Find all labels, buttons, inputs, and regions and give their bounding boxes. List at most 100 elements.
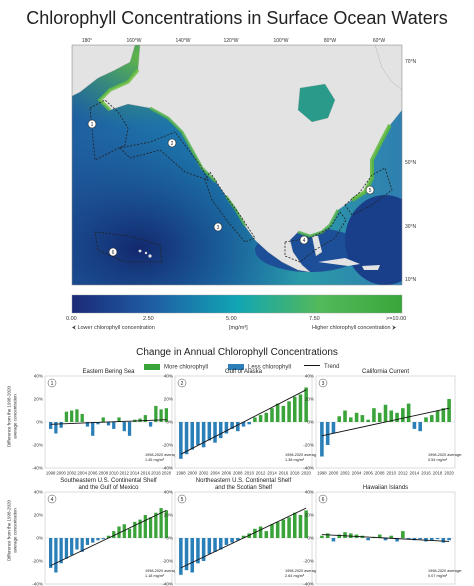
bar	[101, 417, 105, 422]
bar	[320, 422, 324, 457]
x-tick-label: 2020	[162, 471, 172, 476]
bar	[412, 422, 417, 429]
x-tick-label: 2008	[375, 471, 385, 476]
bar	[270, 524, 274, 538]
colorbar-tick: 2.50	[143, 316, 154, 322]
x-tick-label: 2004	[210, 471, 220, 476]
chart-panel-6: Hawaiian Islands40%20%0%-20%-40%19982000…	[303, 485, 462, 586]
bar	[275, 521, 280, 538]
bar	[48, 422, 53, 429]
lon-label: 100°W	[273, 38, 288, 44]
panel-number: 5	[181, 497, 184, 503]
x-tick-label: 2010	[109, 471, 119, 476]
bar	[253, 417, 257, 422]
colorbar	[71, 294, 403, 314]
chart-title: Hawaiian Islands	[363, 485, 408, 491]
x-tick-label: 2012	[256, 471, 266, 476]
y-tick-label: 20%	[34, 513, 43, 518]
region-marker-6: 6	[108, 247, 118, 257]
chart-title: and the Scotian Shelf	[215, 485, 272, 491]
bar	[418, 422, 422, 432]
y-tick-label: 0%	[36, 420, 43, 425]
bar	[292, 396, 297, 422]
y-tick-label: 40%	[305, 374, 314, 379]
bar	[218, 422, 223, 439]
bar	[54, 422, 58, 434]
y-tick-label: 0%	[166, 536, 173, 541]
bar	[447, 399, 451, 422]
y-tick-label: 20%	[34, 397, 43, 402]
svg-text:2: 2	[171, 141, 174, 147]
panel-number-circle	[47, 378, 57, 388]
bar	[48, 538, 53, 568]
x-tick-label: 2016	[279, 471, 289, 476]
bar	[112, 531, 116, 538]
average-value: 1.45 mg/m³	[145, 458, 165, 462]
bar	[343, 410, 347, 422]
x-tick-label: 1998	[46, 471, 56, 476]
bar	[331, 422, 336, 434]
bar	[429, 415, 434, 422]
bar	[287, 517, 291, 538]
bar	[112, 422, 116, 429]
lon-label: 80°W	[324, 38, 337, 44]
trend-line	[321, 407, 450, 437]
x-tick-label: 2000	[187, 471, 197, 476]
bar	[117, 417, 121, 422]
x-tick-label: 2006	[363, 471, 373, 476]
colorbar-tick: 5.00	[226, 316, 237, 322]
colorbar-tick: >=10.00	[386, 316, 407, 322]
y-tick-label: 0%	[307, 420, 314, 425]
bar	[395, 538, 399, 542]
bar	[213, 538, 217, 552]
bar	[424, 417, 428, 422]
bar	[418, 538, 422, 540]
bar	[236, 538, 240, 541]
bar	[59, 422, 63, 428]
bar	[133, 521, 137, 538]
bar	[54, 538, 58, 573]
trend-line	[180, 389, 307, 455]
bar	[127, 422, 132, 436]
bar	[201, 422, 206, 448]
bar	[85, 538, 90, 545]
average-label: 1998-2020 average:	[145, 453, 179, 457]
bar	[337, 416, 342, 422]
bar	[154, 512, 158, 538]
legend-less: Less chlorophyll	[228, 364, 291, 371]
trend-line	[50, 419, 167, 425]
lat-label: 10°N	[405, 277, 417, 283]
legend-trend-line	[304, 365, 320, 367]
y-tick-label: -40%	[32, 466, 43, 471]
bar	[377, 412, 382, 422]
x-tick-label: 1998	[176, 471, 186, 476]
bar	[366, 419, 370, 422]
bar	[196, 538, 200, 564]
panel-number: 3	[322, 381, 325, 387]
lon-label: 180°	[82, 38, 92, 44]
chart-title: Southeastern U.S. Continental Shelf	[60, 478, 157, 484]
bar	[230, 538, 234, 543]
chart-title: Eastern Bering Sea	[82, 369, 135, 375]
bar	[435, 410, 440, 422]
bar	[298, 394, 303, 422]
y-tick-label: -20%	[32, 443, 43, 448]
panel-number: 4	[51, 497, 54, 503]
bar	[281, 405, 286, 422]
y-tick-label: -40%	[303, 466, 314, 471]
bar	[331, 538, 336, 542]
bar	[360, 415, 365, 422]
y-tick-label: -20%	[162, 559, 173, 564]
bar	[164, 408, 169, 422]
average-value: 0.07 mg/m³	[428, 574, 448, 578]
x-tick-label: 2000	[56, 471, 66, 476]
bar	[101, 538, 105, 540]
panel-number-circle	[177, 494, 187, 504]
x-tick-label: 2006	[222, 471, 232, 476]
y-tick-label: 0%	[36, 536, 43, 541]
bar	[298, 515, 303, 538]
main-title: Chlorophyll Concentrations in Surface Oc…	[26, 8, 448, 28]
bar	[337, 534, 342, 538]
